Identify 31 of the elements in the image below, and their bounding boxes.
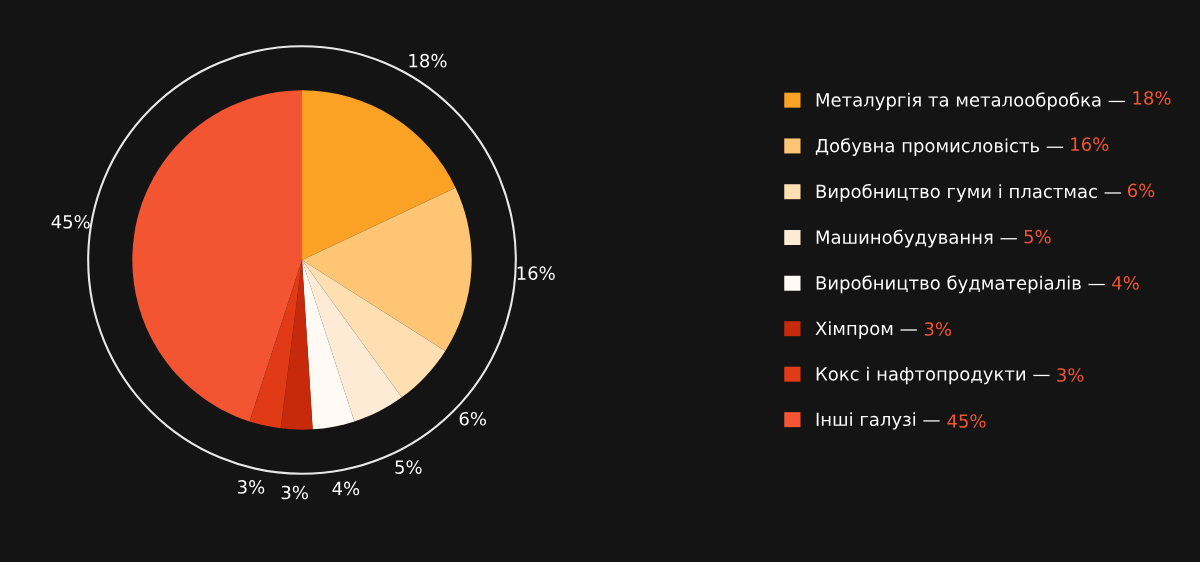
text: 3%	[1057, 368, 1084, 382]
legend-label: Кокс і нафтопродукти —	[816, 366, 1050, 385]
legend-label: Добувна промисловість —	[815, 138, 1064, 156]
pie-slice	[302, 187, 472, 351]
text: 4%	[1112, 276, 1139, 290]
pie-slice	[132, 90, 302, 422]
data-label: 3%	[281, 485, 308, 500]
pie-slice	[302, 260, 446, 398]
pie-slice	[302, 90, 456, 260]
pie-slice	[249, 260, 302, 429]
data-label: 16%	[517, 266, 555, 280]
text: 5%	[1024, 229, 1051, 244]
data-label: 6%	[459, 411, 487, 426]
legend-label: Машинобудування —	[816, 229, 1017, 248]
text: 6%	[1127, 183, 1155, 198]
text: 45%	[947, 414, 986, 428]
data-label: 4%	[332, 481, 360, 496]
data-label: 45%	[51, 214, 90, 229]
text: 3%	[924, 322, 952, 336]
legend-label: Виробництво гуми і пластмас —	[816, 183, 1121, 202]
text: 16%	[1071, 137, 1109, 152]
legend-label: Виробництво будматеріалів —	[816, 275, 1105, 294]
data-label: 3%	[237, 480, 265, 494]
data-label: 5%	[395, 460, 422, 474]
pie-slice	[302, 260, 402, 422]
legend-label: Металургія та металообробка —	[816, 92, 1125, 111]
text: 18%	[1133, 91, 1171, 105]
legend-label: Хімпром —	[815, 321, 917, 339]
pie-slice	[302, 260, 355, 430]
legend-label: Інші галузі —	[816, 412, 940, 430]
data-label: 18%	[409, 53, 447, 68]
